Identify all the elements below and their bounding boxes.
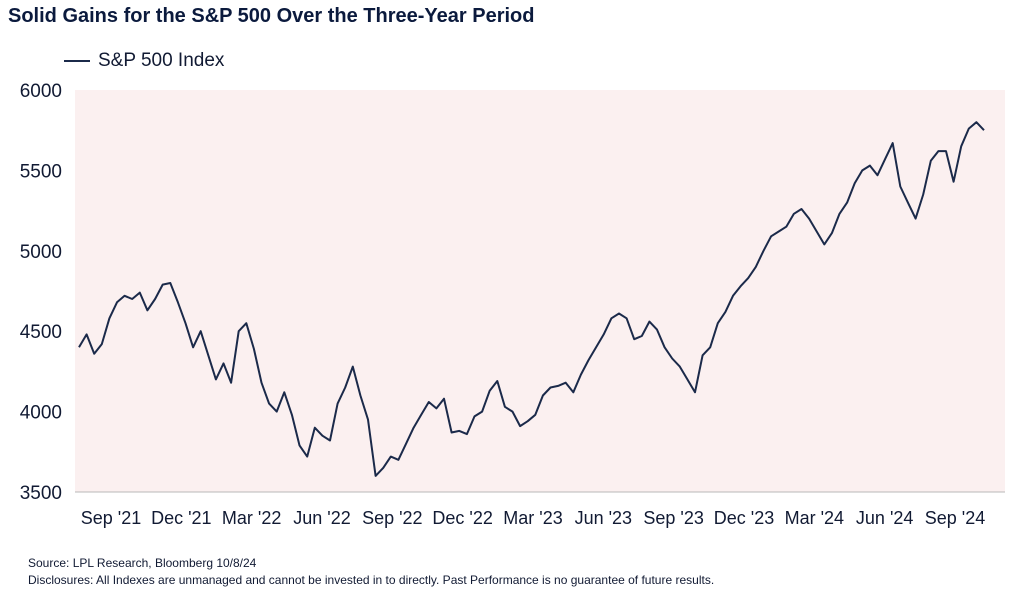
x-tick-label: Mar '22 <box>222 508 281 528</box>
plot-area <box>75 90 1005 492</box>
y-tick-label: 4000 <box>20 403 62 424</box>
x-tick-label: Jun '23 <box>575 508 632 528</box>
x-tick-label: Sep '23 <box>643 508 704 528</box>
legend: S&P 500 Index <box>64 50 224 72</box>
x-tick-label: Jun '24 <box>856 508 913 528</box>
x-tick-label: Sep '21 <box>81 508 142 528</box>
x-tick-label: Jun '22 <box>293 508 350 528</box>
x-tick-label: Sep '24 <box>925 508 986 528</box>
y-tick-label: 5500 <box>20 161 62 182</box>
y-tick-label: 5000 <box>20 242 62 263</box>
x-tick-label: Mar '23 <box>503 508 562 528</box>
disclosure-note: Disclosures: All Indexes are unmanaged a… <box>28 573 715 587</box>
legend-label: S&P 500 Index <box>98 50 225 71</box>
x-tick-label: Dec '22 <box>432 508 492 528</box>
y-tick-label: 3500 <box>20 483 62 504</box>
x-tick-label: Dec '23 <box>714 508 774 528</box>
x-tick-label: Mar '24 <box>785 508 844 528</box>
y-tick-label: 6000 <box>20 81 62 102</box>
series-line-sp500 <box>78 121 985 477</box>
line-chart: 3500 4000 4500 5000 5500 6000 Sep '21 Dec '21 Ma… <box>20 81 1005 528</box>
x-tick-label: Sep '22 <box>362 508 423 528</box>
x-tick-label: Dec '21 <box>151 508 211 528</box>
legend-swatch <box>64 60 90 62</box>
y-tick-label: 4500 <box>20 322 62 343</box>
chart-title: Solid Gains for the S&P 500 Over the Thr… <box>8 5 535 27</box>
source-note: Source: LPL Research, Bloomberg 10/8/24 <box>28 556 257 570</box>
